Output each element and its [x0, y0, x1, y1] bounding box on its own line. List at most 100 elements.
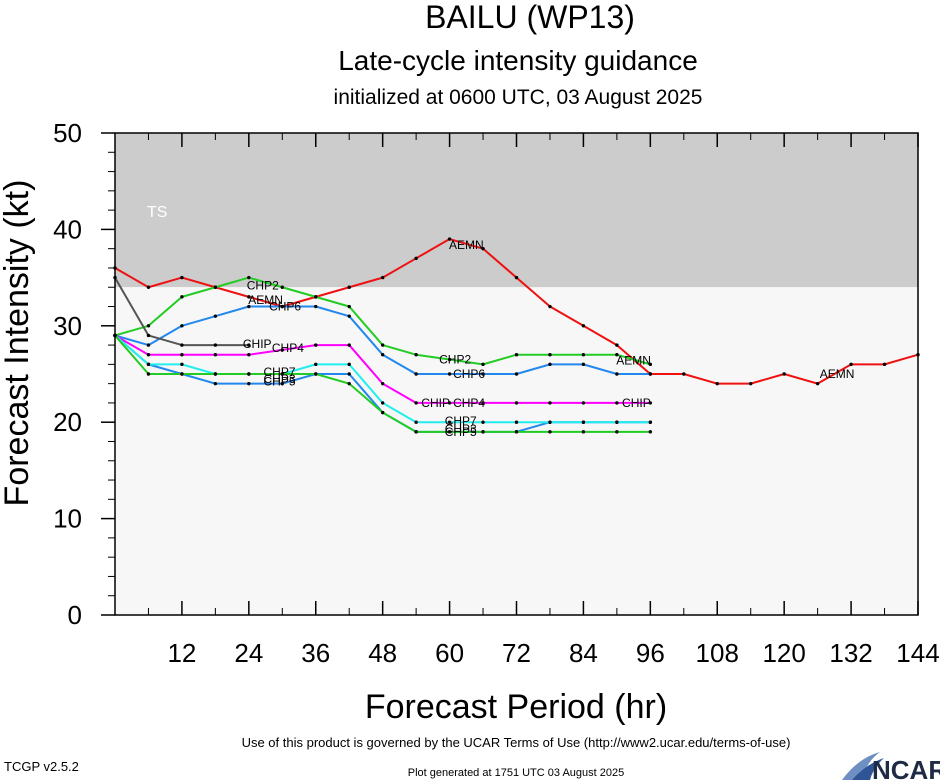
data-point-aemn-0-4: [247, 295, 251, 299]
data-point-chp5-7-2: [180, 372, 184, 376]
data-point-chip-3-3: [213, 343, 218, 347]
x-tick-label-108: 108: [696, 638, 739, 668]
ncar-logo-text: NCAR: [872, 755, 940, 780]
series-label-chp7-6-1: CHP7: [445, 414, 477, 428]
data-point-chip-4-4: [247, 353, 251, 357]
data-point-chp5-7-13: [548, 430, 552, 434]
data-point-chp5-7-11: [481, 430, 485, 434]
series-labels: AEMNAEMNAEMNAEMNCHP2CHP2CHP6CHP6CHIPCHIP…: [243, 238, 855, 439]
data-point-aemn-0-21: [815, 381, 820, 386]
x-tick-label-84: 84: [569, 638, 598, 668]
data-point-chp7-6-6: [314, 362, 318, 367]
band-1: [115, 287, 918, 615]
data-point-aemn-0-8: [380, 275, 385, 280]
chart-title: BAILU (WP13): [425, 0, 635, 35]
series-label-chip-4-1: CHIP: [622, 396, 651, 410]
data-point-chp7-6-14: [581, 420, 586, 424]
data-point-chp6-2-12: [514, 372, 519, 376]
y-axis-title: Forecast Intensity (kt): [0, 180, 36, 507]
data-point-chp2-1-10: [447, 357, 452, 362]
series-label-chp7-6-0: CHP7: [263, 365, 295, 379]
intensity-bands: TS: [115, 133, 918, 615]
data-point-chp6-2-5: [280, 304, 284, 309]
data-point-chip-4-3: [213, 353, 218, 357]
data-point-chip-3-4: [247, 343, 251, 347]
data-point-chp2-1-5: [280, 285, 284, 289]
data-point-aemn-0-11: [481, 246, 485, 251]
data-point-chp7-6-2: [180, 362, 184, 367]
data-point-chp2-1-6: [314, 295, 318, 299]
x-tick-label-24: 24: [234, 638, 263, 668]
data-point-chp6-2-15: [615, 372, 619, 376]
data-point-chp2-1-8: [380, 343, 385, 347]
x-tick-label-96: 96: [636, 638, 665, 668]
data-point-aemn-0-13: [548, 304, 552, 309]
data-point-chip-4-11: [481, 401, 485, 405]
series-label-chp4-5-0: CHP4: [272, 341, 304, 355]
data-point-chp6-2-3: [213, 314, 218, 318]
series-label-chip-4-0: CHIP: [421, 396, 450, 410]
data-point-chp5-7-16: [648, 430, 653, 434]
x-tick-label-48: 48: [368, 638, 397, 668]
data-point-aemn-0-18: [715, 381, 719, 386]
data-point-aemn-0-2: [180, 275, 184, 280]
y-tick-label-10: 10: [53, 504, 82, 534]
axes: 12 24 36 48 60 72 84 96 108 120 132 144 0 10 20 30 40 50: [53, 118, 940, 668]
series-label-chp3-8-1: CHP3: [445, 422, 477, 436]
data-point-chp7-6-9: [414, 420, 418, 424]
data-point-chp5-7-8: [380, 410, 385, 415]
series-label-chp5-7-1: CHP5: [445, 425, 477, 439]
data-point-aemn-0-23: [882, 362, 887, 367]
data-point-chip-4-5: [280, 348, 284, 352]
data-point-chp5-7-14: [581, 430, 586, 434]
data-point-chip-4-1: [146, 353, 151, 357]
data-point-chp4-5-5: [280, 381, 284, 386]
data-point-chp7-6-1: [146, 362, 151, 367]
data-point-chp4-5-7: [347, 372, 351, 376]
series-label-aemn-0-3: AEMN: [820, 367, 855, 381]
x-tick-label-36: 36: [301, 638, 330, 668]
data-point-chp7-6-8: [380, 401, 385, 405]
series-layer: [113, 237, 920, 434]
series-label-chip-3-0: CHIP: [243, 337, 272, 351]
data-point-chp5-7-1: [146, 372, 151, 376]
series-label-chp6-2-1: CHP6: [453, 367, 485, 381]
data-point-chp7-6-10: [447, 420, 452, 424]
data-point-chp4-5-4: [247, 381, 251, 386]
data-point-aemn-0-22: [849, 362, 853, 367]
data-point-chp7-6-15: [615, 420, 619, 424]
y-tick-label-20: 20: [53, 407, 82, 437]
data-point-chp2-1-13: [548, 353, 552, 357]
chart-initialized: initialized at 0600 UTC, 03 August 2025: [334, 86, 703, 109]
data-point-chp6-2-4: [247, 304, 251, 309]
data-point-chip-4-13: [548, 401, 552, 405]
data-point-chip-4-16: [648, 401, 653, 405]
x-tick-label-12: 12: [167, 638, 196, 668]
data-point-chp6-2-8: [380, 353, 385, 357]
data-point-aemn-0-20: [782, 372, 786, 376]
data-point-chip-4-2: [180, 353, 184, 357]
data-point-chip-4-7: [347, 343, 351, 347]
generated-timestamp: Plot generated at 1751 UTC 03 August 202…: [408, 767, 625, 779]
data-point-chip-4-14: [581, 401, 586, 405]
data-point-chp6-2-1: [146, 343, 151, 347]
data-point-chp5-7-6: [314, 372, 318, 376]
data-point-chp7-6-7: [347, 362, 351, 367]
data-point-chp2-1-12: [514, 353, 519, 357]
x-tick-label-132: 132: [829, 638, 872, 668]
band-label-ts: TS: [147, 204, 167, 221]
data-point-aemn-0-1: [146, 285, 151, 289]
data-point-chp5-7-9: [414, 430, 418, 434]
data-point-chp6-2-16: [648, 372, 653, 376]
data-point-chp2-1-1: [146, 324, 151, 328]
data-point-chip-3-1: [146, 333, 151, 338]
chart-subtitle: Late-cycle intensity guidance: [338, 45, 698, 76]
data-point-chp2-1-3: [213, 285, 218, 289]
data-point-chp6-2-11: [481, 372, 485, 376]
x-tick-label-144: 144: [896, 638, 939, 668]
data-point-chp5-7-12: [514, 430, 519, 434]
series-label-aemn-0-1: AEMN: [449, 238, 484, 252]
data-point-chp2-1-7: [347, 304, 351, 309]
data-point-chip-4-9: [414, 401, 418, 405]
y-tick-label-40: 40: [53, 214, 82, 244]
